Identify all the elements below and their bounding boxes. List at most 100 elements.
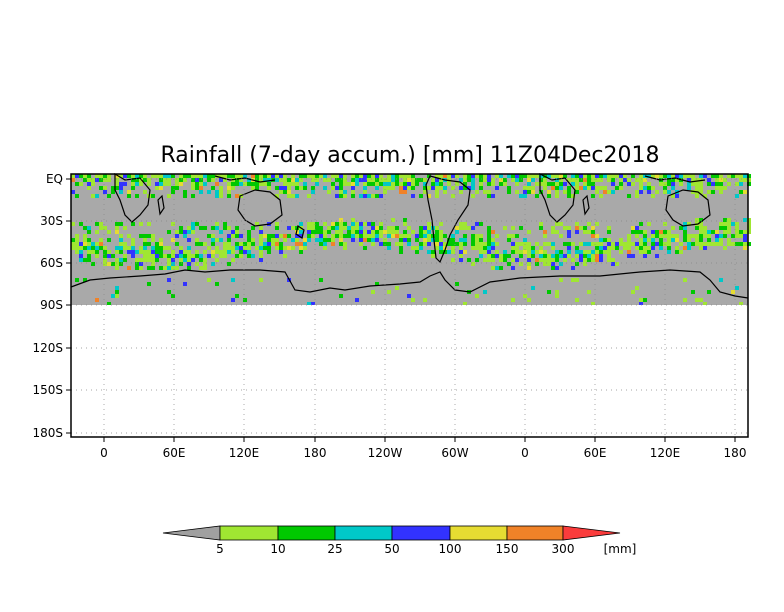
rain-cell [459, 186, 463, 190]
rain-cell [119, 250, 123, 254]
rain-cell [479, 174, 483, 178]
rain-cell [115, 178, 119, 182]
rain-cell [343, 182, 347, 186]
rain-cell [691, 182, 695, 186]
rain-cell [99, 246, 103, 250]
rain-cell [191, 258, 195, 262]
rain-cell [419, 234, 423, 238]
rain-cell [119, 186, 123, 190]
rain-cell [195, 262, 199, 266]
rain-cell [203, 250, 207, 254]
rain-cell [335, 222, 339, 226]
rain-cell [439, 186, 443, 190]
rain-cell [487, 230, 491, 234]
rain-cell [371, 174, 375, 178]
rain-cell [71, 174, 75, 178]
rain-cell [91, 242, 95, 246]
rain-cell [739, 190, 743, 194]
rain-cell [667, 178, 671, 182]
rain-cell [587, 250, 591, 254]
rain-cell [627, 242, 631, 246]
rain-cell [343, 174, 347, 178]
rain-cell [451, 174, 455, 178]
rain-cell [211, 250, 215, 254]
rain-cell [727, 182, 731, 186]
rain-cell [659, 238, 663, 242]
rain-cell [551, 230, 555, 234]
rain-cell [435, 230, 439, 234]
rain-cell [147, 254, 151, 258]
rain-cell [239, 174, 243, 178]
rain-cell [567, 178, 571, 182]
rain-cell [463, 302, 467, 306]
rain-cell [587, 182, 591, 186]
rain-cell [103, 190, 107, 194]
rain-cell [611, 182, 615, 186]
rain-cell [511, 258, 515, 262]
rain-cell [459, 190, 463, 194]
colorbar-bin [219, 525, 279, 541]
rain-cell [251, 174, 255, 178]
rain-cell [703, 234, 707, 238]
rain-cell [375, 282, 379, 286]
rain-cell [599, 242, 603, 246]
rain-cell [459, 238, 463, 242]
rain-cell [367, 178, 371, 182]
rain-cell [619, 242, 623, 246]
rain-cell [143, 254, 147, 258]
rain-cell [259, 246, 263, 250]
rain-cell [267, 178, 271, 182]
rain-cell [651, 186, 655, 190]
rain-cell [435, 246, 439, 250]
rain-cell [363, 178, 367, 182]
rain-cell [483, 246, 487, 250]
rain-cell [439, 246, 443, 250]
rain-cell [315, 222, 319, 226]
rain-cell [703, 242, 707, 246]
rain-cell [615, 246, 619, 250]
rain-cell [355, 230, 359, 234]
rain-cell [143, 258, 147, 262]
rain-cell [211, 174, 215, 178]
rain-cell [327, 238, 331, 242]
rain-cell [499, 182, 503, 186]
rain-cell [79, 258, 83, 262]
rain-cell [279, 178, 283, 182]
rain-cell [119, 262, 123, 266]
rain-cell [187, 246, 191, 250]
rain-cell [635, 242, 639, 246]
rain-cell [367, 238, 371, 242]
rain-cell [703, 194, 707, 198]
rain-cell [235, 254, 239, 258]
rain-cell [507, 238, 511, 242]
rain-cell [547, 290, 551, 294]
rain-cell [75, 234, 79, 238]
rain-cell [363, 246, 367, 250]
rain-cell [735, 242, 739, 246]
rain-cell [127, 190, 131, 194]
rain-cell [251, 226, 255, 230]
rain-cell [503, 178, 507, 182]
rain-cell [111, 254, 115, 258]
rain-cell [675, 178, 679, 182]
rain-cell [123, 174, 127, 178]
rain-cell [743, 246, 747, 250]
rain-cell [731, 222, 735, 226]
rain-cell [291, 178, 295, 182]
lon-tick-label: 180 [304, 446, 327, 460]
rain-cell [559, 182, 563, 186]
rain-cell [703, 174, 707, 178]
rain-cell [151, 258, 155, 262]
rain-cell [167, 266, 171, 270]
rain-cell [279, 174, 283, 178]
rain-cell [651, 238, 655, 242]
rain-cell [727, 242, 731, 246]
rain-cell [739, 242, 743, 246]
rain-cell [219, 250, 223, 254]
rain-cell [359, 242, 363, 246]
rain-cell [627, 178, 631, 182]
rain-cell [687, 238, 691, 242]
rain-cell [587, 254, 591, 258]
rain-cell [187, 174, 191, 178]
rain-cell [619, 174, 623, 178]
